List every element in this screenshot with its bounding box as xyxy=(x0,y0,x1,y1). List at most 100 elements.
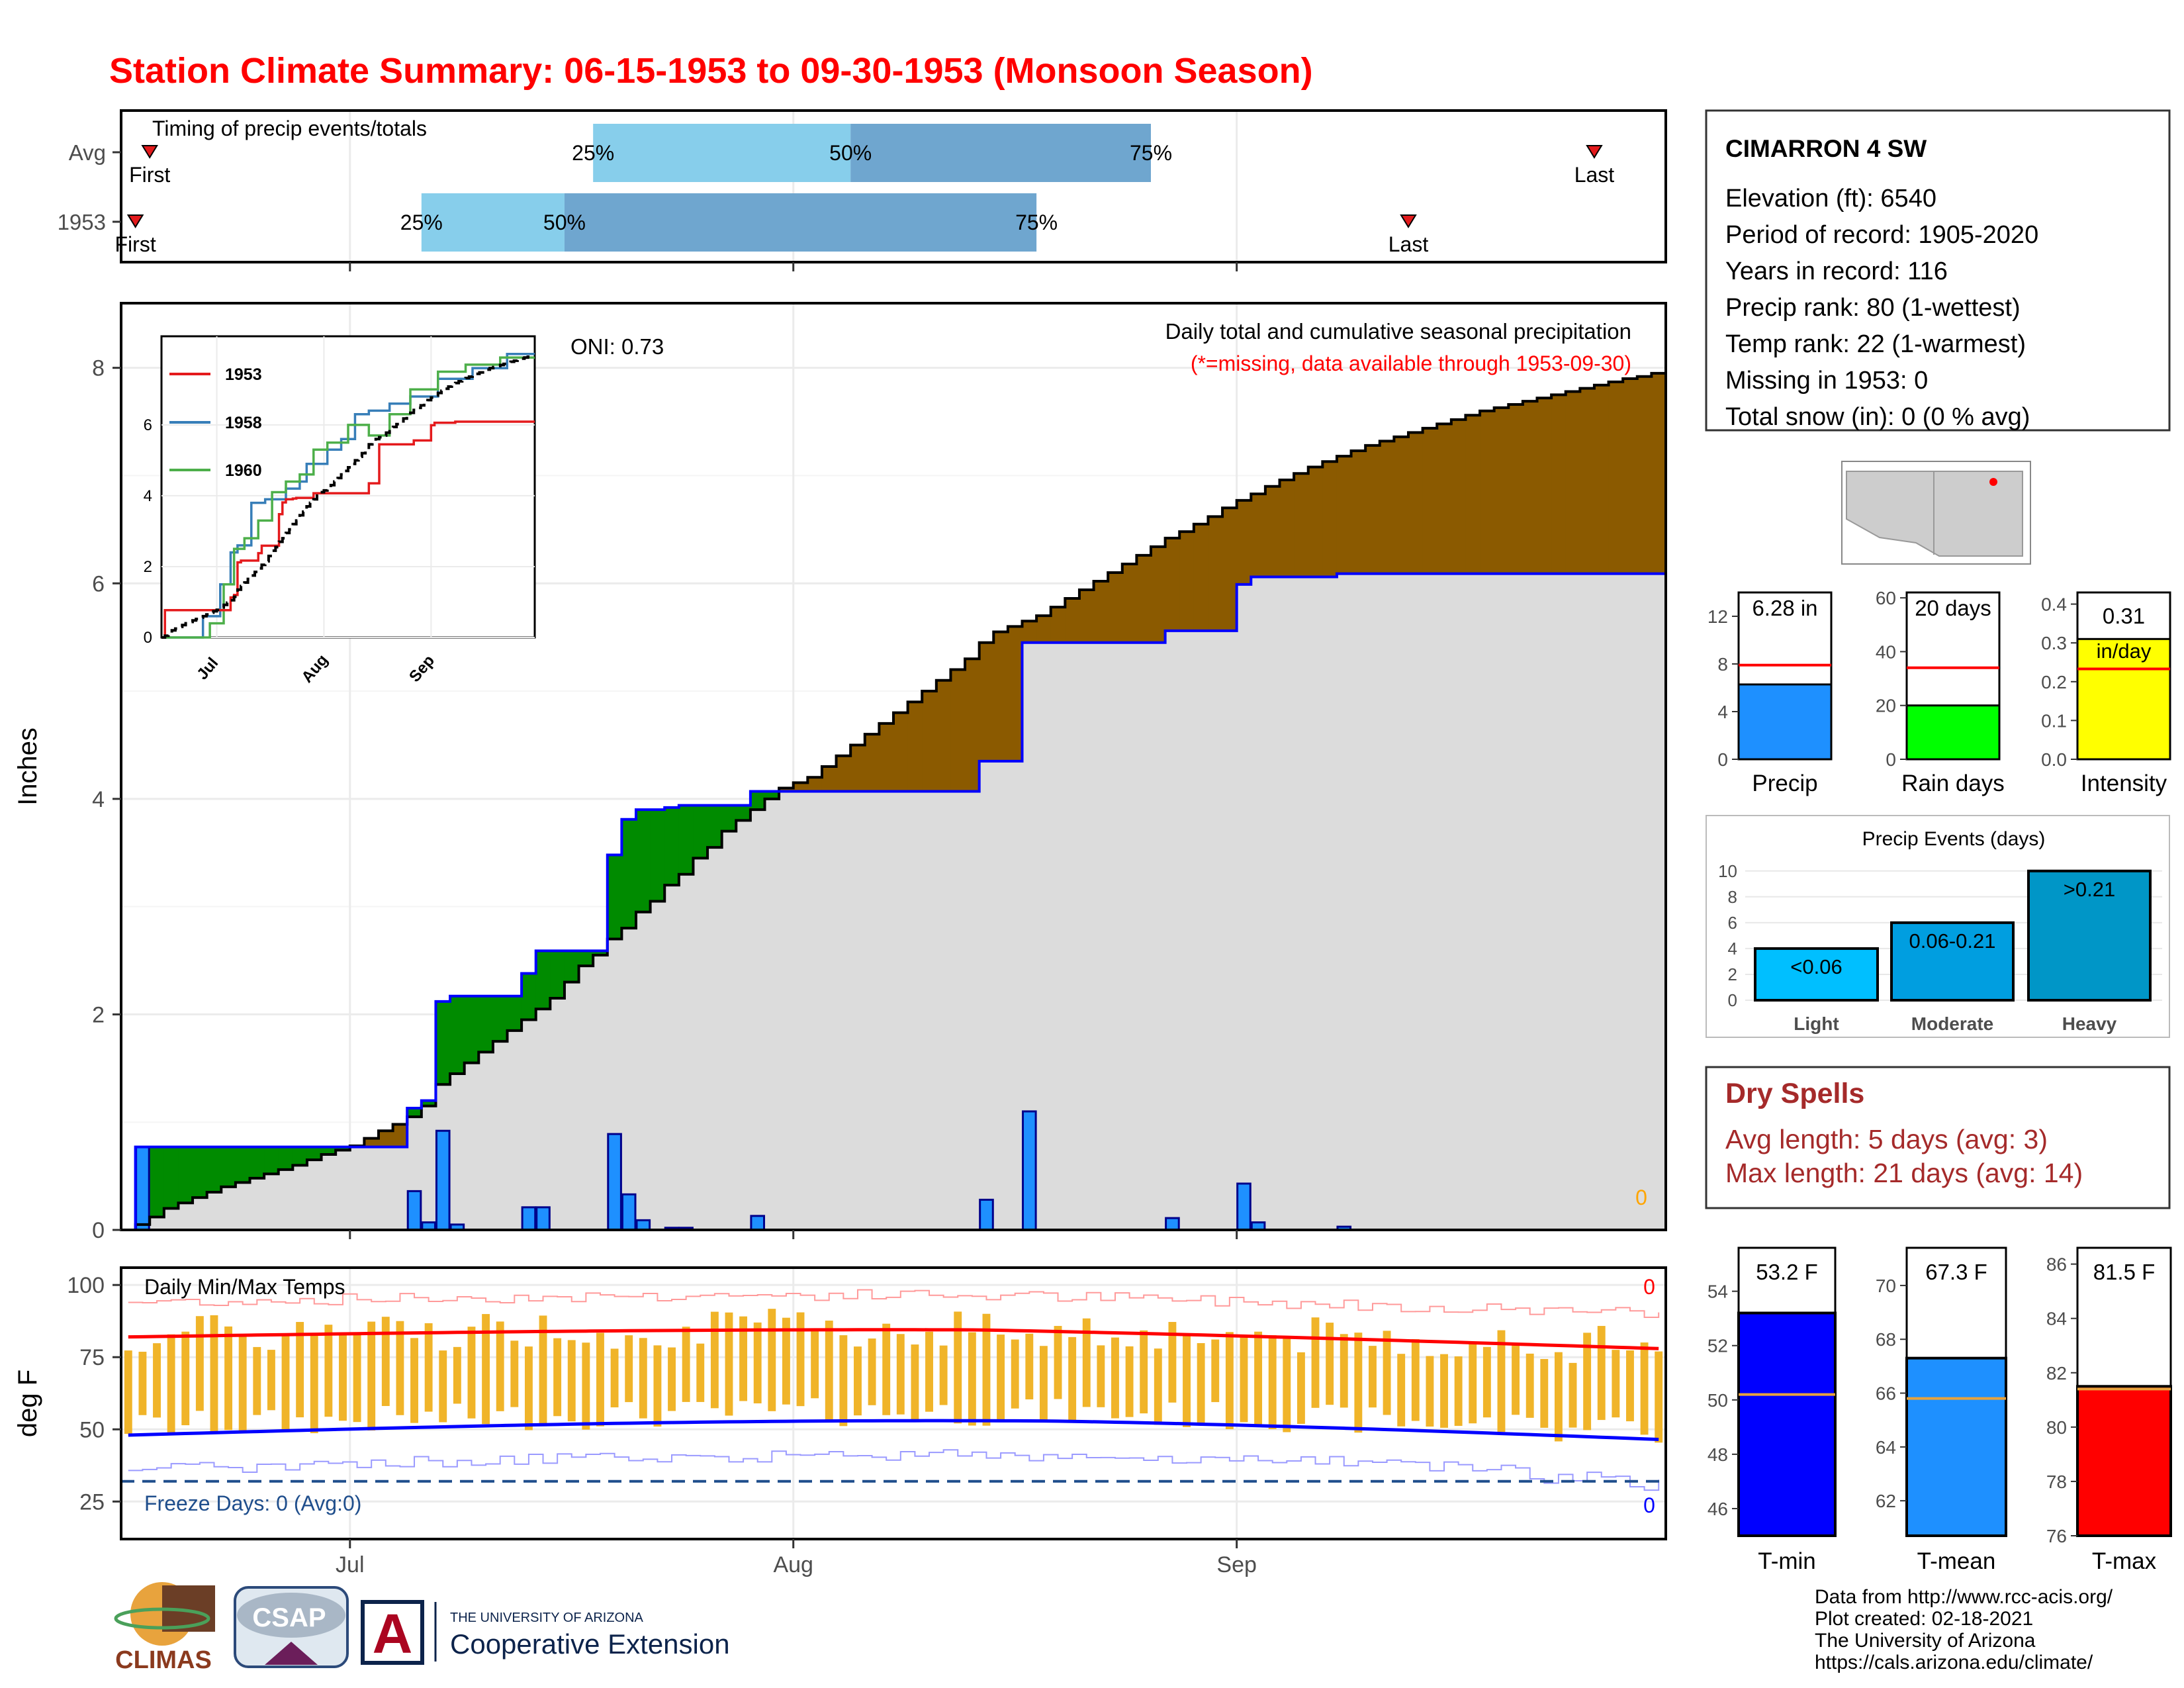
event-category-label: Light xyxy=(1794,1013,1839,1034)
inset-legend-label: 1953 xyxy=(225,365,262,384)
daily-precip-bar xyxy=(1165,1217,1180,1231)
daily-temp-range-bar xyxy=(868,1338,876,1405)
daily-temp-range-bar xyxy=(310,1334,318,1434)
above-average-area xyxy=(736,805,751,821)
tstat-bar xyxy=(2076,1385,2172,1538)
csap-logo-cloud xyxy=(237,1593,345,1638)
inset-ytick-label: 2 xyxy=(144,558,152,576)
below-average-area xyxy=(1408,432,1424,574)
first-event-marker xyxy=(126,214,144,228)
below-average-area xyxy=(1122,563,1137,643)
timing-pct-label: 75% xyxy=(1130,141,1172,165)
below-average-area xyxy=(1623,378,1638,574)
precip-ytick-label: 0 xyxy=(92,1218,105,1243)
temps-label: Daily Min/Max Temps xyxy=(144,1275,345,1299)
daily-precip-bar xyxy=(521,1206,537,1231)
stat-value-label: 0.31 xyxy=(2103,604,2145,628)
daily-temp-range-bar xyxy=(1154,1348,1162,1425)
above-average-area xyxy=(206,1147,222,1193)
dry-spells-title: Dry Spells xyxy=(1725,1078,1864,1109)
daily-temp-range-bar xyxy=(596,1333,604,1427)
inset-legend-label: 1958 xyxy=(225,414,262,432)
daily-temp-range-bar xyxy=(1454,1356,1463,1426)
daily-temp-range-bar xyxy=(1569,1362,1577,1428)
inset-ytick-label: 6 xyxy=(144,416,152,434)
below-average-area xyxy=(1222,508,1238,631)
inset-series-1953 xyxy=(161,420,535,639)
daily-temp-range-bar xyxy=(911,1344,919,1422)
record-low-count: 0 xyxy=(1643,1493,1655,1517)
event-bar xyxy=(2027,869,2152,1002)
daily-temp-range-bar xyxy=(939,1345,948,1405)
below-average-area xyxy=(850,745,866,792)
daily-temp-range-bar xyxy=(768,1309,776,1411)
season-stats-bars: 0 4 8 12 6.28 in Precip 0 20 40 60 20 days Rain day… xyxy=(1707,588,2171,796)
below-average-area xyxy=(1480,410,1495,574)
station-info-box: CIMARRON 4 SW Elevation (ft): 6540 Period … xyxy=(1705,109,2171,432)
first-event-label: First xyxy=(129,163,170,187)
daily-temp-range-bar xyxy=(496,1321,504,1411)
above-average-area xyxy=(278,1147,293,1170)
station-info-line: Period of record: 1905-2020 xyxy=(1725,221,2038,249)
daily-temp-range-bar xyxy=(1554,1352,1563,1442)
tstat-ytick-label: 66 xyxy=(1876,1383,1896,1404)
daily-temp-range-bar xyxy=(1168,1322,1177,1403)
daily-temp-range-bar xyxy=(396,1321,404,1415)
daily-temp-range-bar xyxy=(453,1346,461,1404)
above-average-area xyxy=(750,791,765,810)
tstat-ytick-label: 48 xyxy=(1707,1444,1728,1465)
below-average-area xyxy=(1594,385,1610,574)
daily-temp-range-bar xyxy=(1082,1318,1091,1407)
tstat-ytick-label: 62 xyxy=(1876,1491,1896,1511)
station-name: CIMARRON 4 SW xyxy=(1725,135,1927,162)
daily-temp-range-bar xyxy=(424,1323,433,1412)
daily-temp-range-bar xyxy=(1597,1326,1606,1421)
daily-temp-range-bar xyxy=(1297,1352,1305,1424)
footer-credit-line: Plot created: 02-18-2021 xyxy=(1815,1608,2033,1630)
precip-ytick-label: 4 xyxy=(92,787,105,812)
below-average-area xyxy=(1265,486,1280,577)
daily-precip-bar xyxy=(435,1129,451,1231)
tstat-value-label: 81.5 F xyxy=(2093,1260,2156,1284)
below-average-area xyxy=(922,691,937,792)
above-average-area xyxy=(150,1147,165,1217)
daily-temp-range-bar xyxy=(839,1335,848,1427)
below-average-area xyxy=(1279,479,1295,577)
page-title: Station Climate Summary: 06-15-1953 to 0… xyxy=(109,51,1313,91)
tstat-ytick-label: 84 xyxy=(2046,1309,2067,1329)
record-high-count: 0 xyxy=(1643,1275,1655,1299)
above-average-area xyxy=(693,805,708,859)
record-high-line xyxy=(128,1289,1660,1319)
daily-precip-bar xyxy=(135,1146,150,1231)
inset-legend-label: 1960 xyxy=(225,461,262,480)
below-average-area xyxy=(1394,436,1409,574)
above-average-area xyxy=(507,996,522,1031)
events-ytick-label: 4 xyxy=(1728,939,1737,959)
events-ytick-label: 10 xyxy=(1718,861,1737,881)
daily-temp-range-bar xyxy=(1612,1350,1620,1418)
below-average-area xyxy=(1565,391,1580,574)
last-event-marker xyxy=(1586,145,1603,159)
daily-temp-range-bar xyxy=(1640,1342,1649,1435)
dry-spells-box: Dry Spells Avg length: 5 days (avg: 3) Max… xyxy=(1705,1066,2171,1209)
below-average-area xyxy=(1508,404,1524,574)
daily-temp-range-bar xyxy=(195,1316,204,1411)
above-average-area xyxy=(550,951,565,998)
stat-label: Intensity xyxy=(2081,771,2167,796)
daily-temp-range-bar xyxy=(1469,1342,1477,1424)
station-info-line: Elevation (ft): 6540 xyxy=(1725,185,1936,212)
above-average-area xyxy=(664,807,680,886)
below-average-area xyxy=(836,755,851,792)
stat-ytick-label: 0.0 xyxy=(2041,749,2067,770)
below-average-area xyxy=(1608,381,1623,574)
below-average-area xyxy=(1036,616,1052,643)
daily-precip-bar xyxy=(750,1215,766,1231)
below-average-area xyxy=(1494,407,1509,574)
daily-temp-range-bar xyxy=(668,1347,676,1411)
daily-temp-range-bar xyxy=(1583,1333,1592,1430)
daily-precip-bar xyxy=(979,1198,994,1231)
above-average-area xyxy=(578,951,594,966)
tstat-ytick-label: 70 xyxy=(1876,1276,1896,1296)
stat-ytick-label: 0.3 xyxy=(2041,633,2067,653)
above-average-area xyxy=(293,1147,308,1166)
